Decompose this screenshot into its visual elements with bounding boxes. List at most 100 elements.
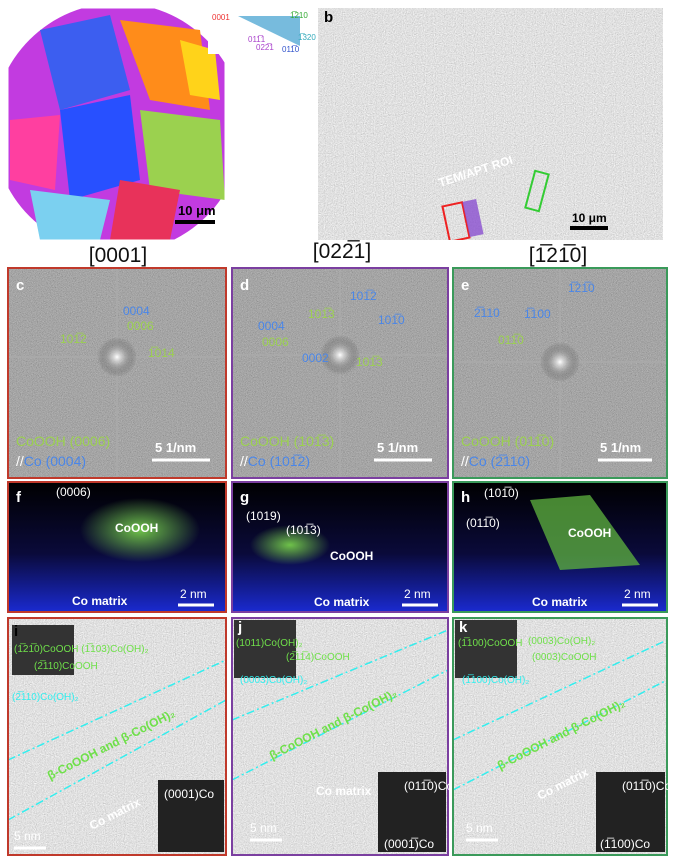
precipitate <box>530 495 640 570</box>
fft-inset <box>596 772 665 852</box>
grain <box>30 190 110 240</box>
legend-label: 011̅1 <box>248 35 266 44</box>
phase-label: CoOOH <box>115 521 158 535</box>
panel-frame <box>231 481 449 613</box>
caption: //Co (101̅2) <box>240 453 310 469</box>
grain <box>110 180 180 240</box>
center-spot <box>97 337 137 377</box>
panel-frame <box>452 481 668 613</box>
zone-axis: [022̅1] <box>313 240 371 263</box>
panel-i <box>7 617 227 856</box>
spot-label: 0004 <box>123 304 150 318</box>
fft-label: (0003)Co(OH)₂ <box>528 636 595 647</box>
panel-b <box>318 8 663 240</box>
spot-label: 0002 <box>302 351 329 365</box>
plane-label: (101̅3) <box>286 523 321 537</box>
caption: //Co (2̅110) <box>461 453 530 469</box>
panel-letter: f <box>16 489 22 506</box>
scale-label: 2 nm <box>404 587 431 601</box>
panel-c <box>7 267 227 479</box>
fft-label: (1̅21̅0)CoOOH (1̅103)Co(OH)₂ <box>14 643 149 655</box>
spot-label: 101̅2 <box>350 289 377 303</box>
spot-label: 011̅0 <box>498 333 524 347</box>
scale-label: 2 nm <box>180 587 207 601</box>
phase-label: CoOOH <box>568 526 611 540</box>
spot-label: 2̅110 <box>474 306 500 320</box>
spot-label: 0006 <box>262 335 289 349</box>
interface-line <box>452 639 668 741</box>
panel-letter: e <box>461 277 469 294</box>
interface-line <box>7 659 227 761</box>
grain <box>40 15 130 110</box>
panel-frame <box>7 481 227 613</box>
matrix-label: Co matrix <box>72 594 128 608</box>
caption: //Co (0004) <box>16 453 86 469</box>
caption-phase: CoOOH (0006) <box>16 433 110 449</box>
scale-label: 5 1/nm <box>377 440 418 455</box>
scale-label: 5 nm <box>466 821 493 835</box>
center-spot <box>320 335 360 375</box>
spot-label: 0004 <box>258 319 285 333</box>
inset-label: (011̅0)Co <box>622 779 671 793</box>
panel-a <box>8 8 225 240</box>
panel-letter: i <box>14 623 18 640</box>
roi-marker <box>524 169 550 213</box>
panel-frame <box>7 617 227 856</box>
fft-inset <box>234 620 296 678</box>
panel-k <box>452 617 668 856</box>
ipf-triangle <box>238 16 300 46</box>
inset-label: (011̅0)Co <box>404 779 453 793</box>
fft-label: (0003)CoOOH <box>532 652 596 663</box>
legend-label: 1̅210 <box>290 11 308 20</box>
caption: CoOOH (101̅3) <box>240 433 334 449</box>
plane-label: (1019) <box>246 509 281 523</box>
panel-letter: c <box>16 277 24 294</box>
grain <box>10 115 60 190</box>
roi-marker <box>462 198 484 238</box>
fft-label: (1011)Co(OH)₂ <box>236 638 303 649</box>
fft-inset <box>158 780 224 852</box>
inset-label: (0001̅)Co <box>384 837 434 851</box>
spot-label: 101̅3 <box>356 355 383 369</box>
panel-frame <box>231 267 449 479</box>
precipitate <box>250 525 330 565</box>
sem-image <box>318 8 663 240</box>
legend-label: 022̅1 <box>256 43 274 52</box>
caption-matrix: Co (2̅110) <box>469 453 530 469</box>
spot-label: 0006 <box>127 319 154 333</box>
matrix-label: Co matrix <box>316 784 372 798</box>
grain <box>60 95 140 200</box>
spot-label: 1̅014 <box>148 346 175 360</box>
panel-letter: g <box>240 489 249 506</box>
grain <box>140 110 225 200</box>
legend-box <box>208 8 320 54</box>
scale-label: 5 nm <box>250 821 277 835</box>
panel-frame <box>231 617 449 856</box>
fft-label: (0003)Co(OH)₂ <box>240 675 307 686</box>
caption-phase: CoOOH (101̅3) <box>240 433 334 449</box>
plane-label: (101̅0) <box>484 486 519 500</box>
panel-d <box>231 267 449 479</box>
spot-label: 101̅3 <box>308 307 335 321</box>
panel-letter: d <box>240 277 249 294</box>
roi-marker <box>441 201 471 240</box>
caption-prefix: // <box>240 453 248 469</box>
inset-label: (0001)Co <box>164 787 214 801</box>
caption: CoOOH (0006) <box>16 433 110 449</box>
caption-prefix: // <box>16 453 24 469</box>
fft-label: (2̅110)CoOOH <box>34 660 98 672</box>
caption: CoOOH (011̅0) <box>461 433 554 449</box>
grain <box>180 40 220 100</box>
panel-e <box>452 267 668 479</box>
panel-f <box>7 481 227 613</box>
panel-frame <box>7 7 226 241</box>
legend-label: 0001 <box>212 13 230 22</box>
center-spot <box>540 342 580 382</box>
legend-label: 1̅320 <box>298 33 316 42</box>
panel-frame <box>452 267 668 479</box>
plane-label: (0006) <box>56 485 91 499</box>
zone-axis: [0001] <box>89 244 147 267</box>
caption-matrix: Co (101̅2) <box>248 453 310 469</box>
